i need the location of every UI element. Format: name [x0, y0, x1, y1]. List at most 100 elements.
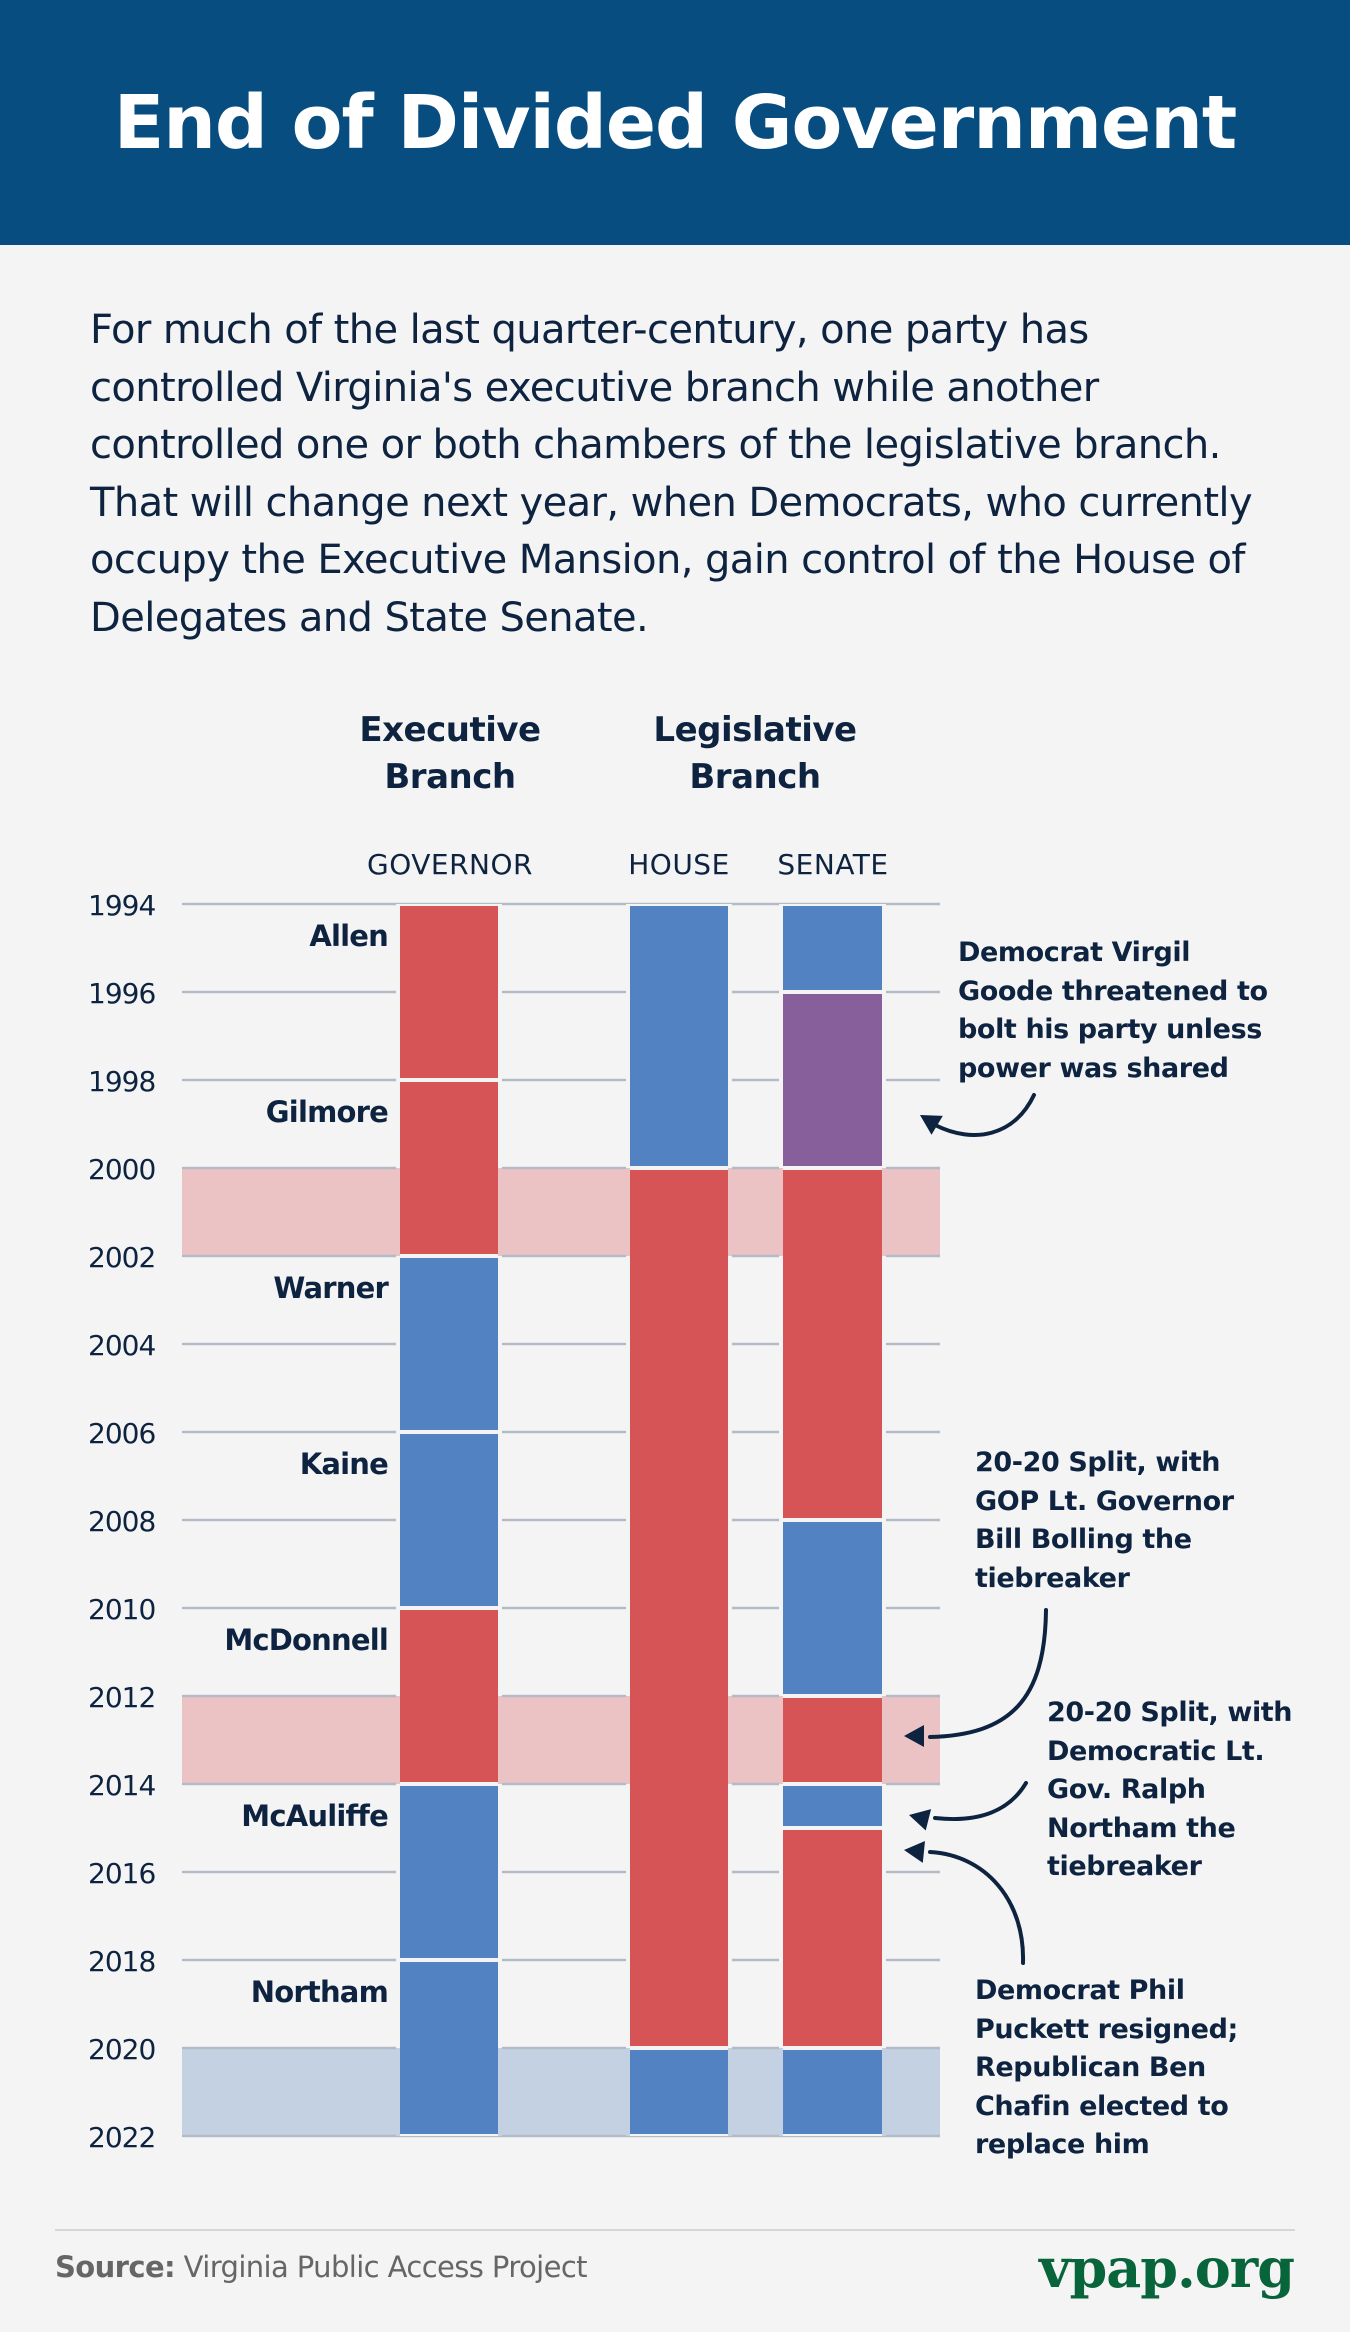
year-tick-label: 2020 [88, 2033, 155, 2066]
band-edge [882, 1696, 886, 1784]
band-edge [396, 1696, 400, 1784]
annotation-line: Bill Bolling the [975, 1524, 1192, 1555]
year-tick-label: 2018 [88, 1945, 155, 1978]
annotation-line: Democrat Phil [975, 1975, 1185, 2006]
footer-divider [55, 2229, 1295, 2231]
annotation-line: GOP Lt. Governor [975, 1485, 1234, 1517]
year-tick-label: 2002 [88, 1241, 155, 1274]
band-edge [396, 1168, 400, 1256]
governor-name-label: Warner [273, 1271, 389, 1305]
governor-segment-democrat [400, 1786, 498, 1958]
band-edge [728, 1168, 732, 1256]
annotation-line: Democrat Virgil [958, 937, 1191, 968]
year-tick-label: 2016 [88, 1857, 155, 1890]
senate-segment-republican [783, 1830, 882, 2046]
house-segment-democrat [630, 2050, 728, 2134]
annotation-line: Republican Ben [975, 2052, 1206, 2083]
band-edge [779, 2048, 783, 2136]
arrow-bolling-head [904, 1725, 924, 1747]
column-header-house: HOUSE [628, 848, 730, 881]
governor-name-label: McDonnell [224, 1623, 388, 1657]
senate-segment-democrat [783, 1522, 882, 1694]
senate-segment-republican [783, 1170, 882, 1518]
governor-segment-democrat [400, 1434, 498, 1606]
annotation-line: bolt his party unless [958, 1014, 1262, 1045]
annotation-goode: Democrat Virgil Goode threatened to bolt… [958, 934, 1268, 1088]
house-segment-democrat [630, 906, 728, 1166]
year-tick-label: 2004 [88, 1329, 155, 1362]
year-tick-label: 2006 [88, 1417, 155, 1450]
annotation-line: replace him [975, 2129, 1150, 2160]
annotation-northam-tiebreaker: 20-20 Split, with Democratic Lt. Gov. Ra… [1047, 1694, 1293, 1887]
legislative-branch-header: Legislative Branch [635, 707, 875, 801]
band-edge [728, 2048, 732, 2136]
year-tick-label: 2008 [88, 1505, 155, 1538]
band-edge [498, 1696, 502, 1784]
legislative-branch-line2: Branch [689, 757, 821, 797]
senate-segment-democrat [783, 1786, 882, 1826]
governor-name-label: Gilmore [266, 1095, 388, 1129]
band-edge [779, 1696, 783, 1784]
governor-segment-democrat [400, 1258, 498, 1430]
band-edge [882, 2048, 886, 2136]
house-segment-republican [630, 1170, 728, 2046]
annotation-line: power was shared [958, 1052, 1229, 1084]
band-edge [626, 1696, 630, 1784]
column-header-senate: SENATE [777, 848, 889, 881]
arrow-goode-head [920, 1115, 943, 1135]
governor-segment-republican [400, 1610, 498, 1782]
year-tick-label: 2014 [88, 1769, 155, 1802]
source-text: Virginia Public Access Project [175, 2250, 588, 2284]
arrow-puckett-head [904, 1841, 925, 1863]
annotation-line: Democratic Lt. [1047, 1735, 1265, 1767]
band-edge [779, 1168, 783, 1256]
header-banner: End of Divided Government [0, 0, 1350, 245]
year-tick-label: 1994 [88, 889, 155, 922]
year-tick-label: 1998 [88, 1065, 155, 1098]
band-edge [626, 2048, 630, 2136]
arrow-puckett [928, 1850, 1026, 1965]
annotation-line: 20-20 Split, with [975, 1447, 1221, 1478]
band-edge [626, 1168, 630, 1256]
year-tick-label: 1996 [88, 977, 155, 1010]
arrow-bolling [928, 1608, 1048, 1739]
brand-logo[interactable]: vpap.org [1039, 2236, 1295, 2300]
arrow-northam-head [909, 1809, 932, 1831]
intro-paragraph: For much of the last quarter-century, on… [90, 307, 1253, 641]
governor-segment-republican [400, 1082, 498, 1254]
governor-segment-democrat [400, 1962, 498, 2134]
column-header-governor: GOVERNOR [367, 848, 533, 881]
band-edge [882, 1168, 886, 1256]
band-edge [498, 2048, 502, 2136]
annotation-line: tiebreaker [1047, 1851, 1202, 1882]
executive-branch-header: Executive Branch [330, 707, 570, 801]
annotation-line: tiebreaker [975, 1562, 1130, 1594]
senate-segment-republican [783, 1698, 882, 1782]
band-edge [498, 1168, 502, 1256]
governor-name-label: Allen [309, 919, 388, 953]
annotation-line: Northam the [1047, 1812, 1236, 1844]
annotation-bolling: 20-20 Split, with GOP Lt. Governor Bill … [975, 1444, 1234, 1598]
source-credit: Source: Virginia Public Access Project [55, 2250, 588, 2284]
year-tick-label: 2000 [88, 1153, 155, 1186]
arrow-goode [933, 1093, 1036, 1137]
band-edge [396, 2048, 400, 2136]
governor-name-label: McAuliffe [241, 1799, 388, 1833]
arrow-northam [933, 1781, 1028, 1821]
senate-segment-democrat [783, 906, 882, 990]
annotation-puckett: Democrat Phil Puckett resigned; Republic… [975, 1972, 1238, 2165]
annotation-line: Chafin elected to [975, 2090, 1229, 2122]
year-tick-label: 2010 [88, 1593, 155, 1626]
page-title: End of Divided Government [113, 79, 1238, 166]
executive-branch-line2: Branch [384, 757, 516, 797]
source-label: Source: [55, 2250, 176, 2284]
governor-name-label: Northam [251, 1975, 388, 2009]
band-edge [728, 1696, 732, 1784]
annotation-line: 20-20 Split, with [1047, 1697, 1293, 1728]
annotation-line: Goode threatened to [958, 975, 1268, 1007]
year-tick-label: 2012 [88, 1681, 155, 1714]
governor-segment-republican [400, 906, 498, 1078]
governor-name-label: Kaine [300, 1447, 388, 1481]
annotation-line: Puckett resigned; [975, 2013, 1238, 2045]
